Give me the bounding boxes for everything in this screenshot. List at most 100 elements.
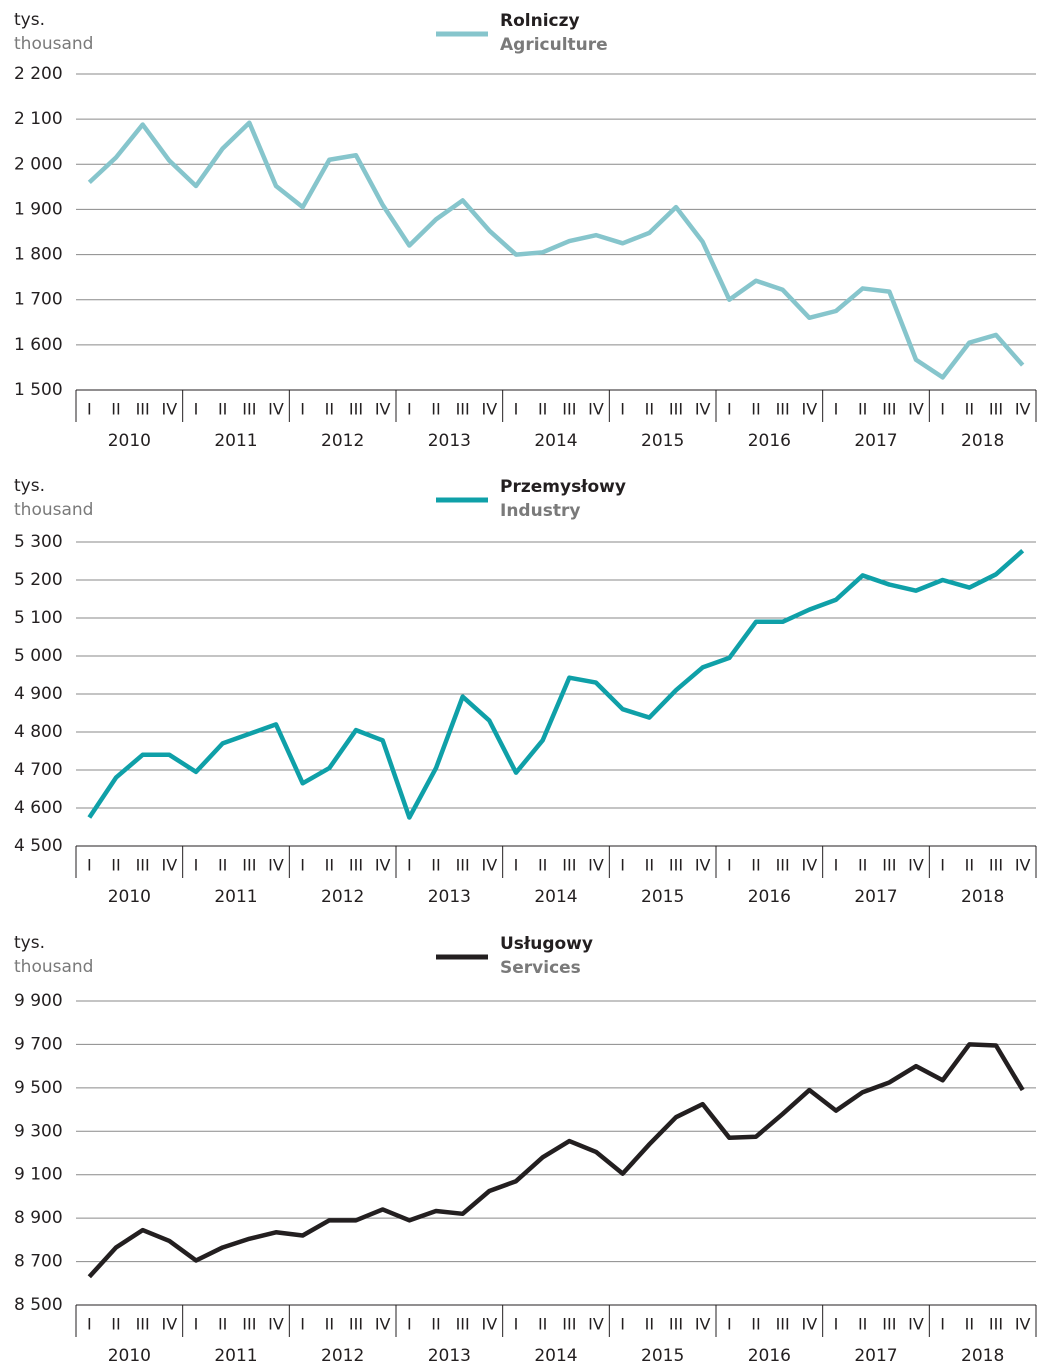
x-tick-label: I [620, 856, 625, 875]
x-tick-label: I [834, 400, 839, 419]
y-tick-label: 5 100 [14, 608, 63, 628]
x-tick-label: III [136, 1315, 150, 1334]
x-tick-label: II [538, 856, 547, 875]
legend-label: Rolniczy [500, 11, 580, 31]
x-tick-label: III [669, 1315, 683, 1334]
y-tick-label: 2 100 [14, 109, 63, 129]
x-tick-label: IV [268, 400, 284, 419]
x-tick-label: I [300, 1315, 305, 1334]
x-group-label: 2017 [854, 887, 897, 907]
x-group-label: 2012 [321, 1346, 364, 1362]
x-tick-label: II [538, 400, 547, 419]
y-axis-label: tys. [14, 476, 45, 496]
x-tick-label: II [218, 856, 227, 875]
x-tick-label: II [111, 1315, 120, 1334]
x-group-label: 2017 [854, 1346, 897, 1362]
x-tick-label: I [300, 400, 305, 419]
data-line [87, 1042, 1025, 1279]
x-tick-label: I [407, 856, 412, 875]
x-tick-label: IV [801, 1315, 817, 1334]
x-group-label: 2011 [214, 431, 257, 451]
x-tick-label: IV [481, 856, 497, 875]
x-tick-label: I [727, 1315, 732, 1334]
x-tick-label: III [562, 856, 576, 875]
x-tick-label: III [882, 400, 896, 419]
x-tick-label: IV [481, 400, 497, 419]
x-group-label: 2014 [534, 1346, 577, 1362]
x-tick-label: IV [908, 400, 924, 419]
x-tick-label: III [669, 856, 683, 875]
legend-label: Przemysłowy [500, 477, 626, 497]
x-tick-label: I [940, 1315, 945, 1334]
x-tick-label: III [349, 400, 363, 419]
x-group-label: 2010 [108, 1346, 151, 1362]
y-axis-label: tys. [14, 10, 45, 30]
x-tick-label: IV [588, 856, 604, 875]
legend-label: Usługowy [500, 934, 593, 954]
x-tick-label: II [858, 856, 867, 875]
x-tick-label: IV [801, 400, 817, 419]
y-tick-label: 1 700 [14, 290, 63, 310]
x-tick-label: II [645, 400, 654, 419]
x-tick-label: II [325, 1315, 334, 1334]
x-group-label: 2015 [641, 1346, 684, 1362]
x-tick-label: II [645, 856, 654, 875]
y-tick-label: 4 900 [14, 684, 63, 704]
x-tick-label: I [940, 400, 945, 419]
x-group-label: 2012 [321, 887, 364, 907]
x-tick-label: I [194, 856, 199, 875]
x-group-label: 2016 [748, 1346, 791, 1362]
x-tick-label: III [989, 856, 1003, 875]
x-tick-label: IV [588, 400, 604, 419]
x-tick-label: II [645, 1315, 654, 1334]
x-tick-label: IV [908, 856, 924, 875]
x-tick-label: II [538, 1315, 547, 1334]
x-tick-label: III [136, 856, 150, 875]
x-tick-label: I [727, 400, 732, 419]
x-tick-label: III [776, 400, 790, 419]
x-tick-label: I [834, 1315, 839, 1334]
x-tick-label: IV [1015, 856, 1031, 875]
y-tick-label: 8 500 [14, 1295, 63, 1315]
x-tick-label: I [834, 856, 839, 875]
legend-label-en: Services [500, 958, 581, 978]
x-tick-label: II [751, 400, 760, 419]
x-tick-label: IV [801, 856, 817, 875]
y-tick-label: 4 600 [14, 798, 63, 818]
x-tick-label: III [776, 856, 790, 875]
x-tick-label: II [431, 1315, 440, 1334]
data-line [87, 120, 1025, 380]
x-group-label: 2014 [534, 431, 577, 451]
x-group-label: 2013 [428, 887, 471, 907]
x-tick-label: I [194, 400, 199, 419]
data-line [87, 549, 1025, 820]
x-tick-label: II [751, 856, 760, 875]
x-tick-label: II [431, 856, 440, 875]
x-tick-label: IV [268, 1315, 284, 1334]
x-tick-label: IV [695, 400, 711, 419]
x-tick-label: I [300, 856, 305, 875]
x-tick-label: II [431, 400, 440, 419]
x-tick-label: III [349, 856, 363, 875]
y-tick-label: 1 500 [14, 380, 63, 400]
x-tick-label: I [727, 856, 732, 875]
x-tick-label: II [965, 856, 974, 875]
y-tick-label: 4 700 [14, 760, 63, 780]
x-group-label: 2012 [321, 431, 364, 451]
legend-label-en: Agriculture [500, 35, 608, 55]
x-tick-label: III [456, 400, 470, 419]
x-tick-label: I [620, 400, 625, 419]
x-tick-label: I [514, 1315, 519, 1334]
x-tick-label: II [965, 1315, 974, 1334]
x-tick-label: IV [1015, 1315, 1031, 1334]
x-tick-label: II [111, 400, 120, 419]
x-tick-label: III [242, 856, 256, 875]
y-tick-label: 1 600 [14, 335, 63, 355]
y-tick-label: 9 300 [14, 1121, 63, 1141]
y-tick-label: 4 800 [14, 722, 63, 742]
x-tick-label: I [620, 1315, 625, 1334]
x-group-label: 2011 [214, 1346, 257, 1362]
y-tick-label: 9 900 [14, 991, 63, 1011]
x-tick-label: II [858, 400, 867, 419]
